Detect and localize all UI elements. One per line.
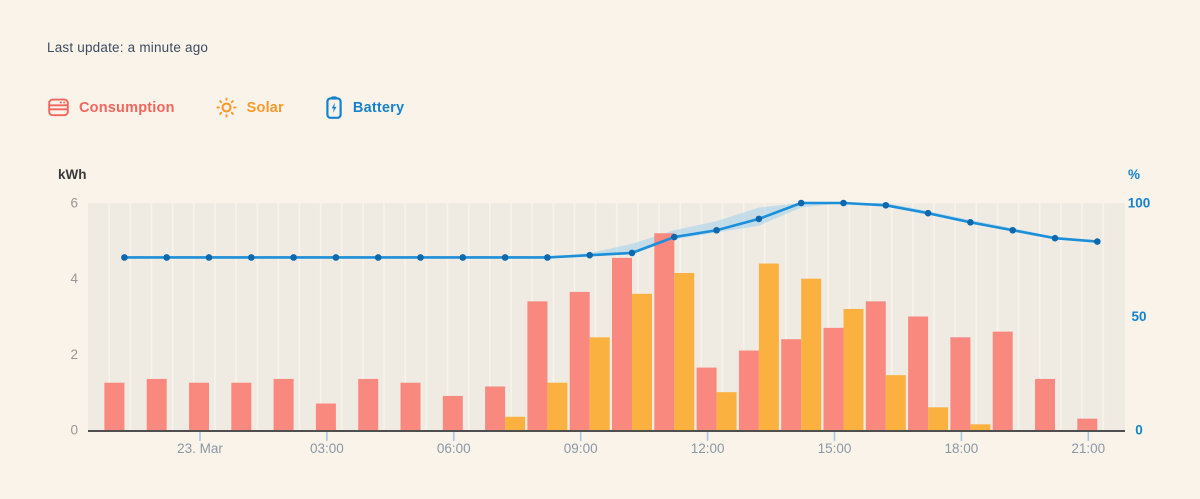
consumption-bar[interactable] [1077, 418, 1098, 430]
consumption-bar[interactable] [104, 382, 125, 430]
consumption-bar[interactable] [358, 378, 379, 430]
right-axis-unit: % [1128, 167, 1140, 182]
battery-point[interactable] [671, 233, 678, 241]
consumption-bar[interactable] [865, 301, 886, 430]
battery-point[interactable] [374, 254, 382, 261]
legend-item-consumption[interactable]: Consumption [47, 96, 175, 119]
consumption-bar[interactable] [654, 233, 675, 430]
consumption-bar[interactable] [696, 367, 717, 430]
solar-bar[interactable] [674, 272, 695, 430]
battery-point[interactable] [248, 254, 255, 261]
consumption-bar[interactable] [1035, 378, 1055, 430]
consumption-bar[interactable] [738, 350, 759, 430]
x-tick-label: 09:00 [564, 441, 598, 456]
left-axis-tick-label: 0 [70, 423, 78, 438]
legend-label-solar: Solar [246, 99, 284, 116]
solar-bar[interactable] [505, 416, 526, 430]
consumption-bar[interactable] [315, 403, 336, 430]
x-tick-label: 18:00 [945, 441, 979, 456]
battery-point[interactable] [840, 199, 847, 207]
x-tick-label: 03:00 [310, 441, 344, 456]
right-axis-tick-label: 0 [1135, 423, 1143, 438]
legend-label-consumption: Consumption [79, 99, 175, 116]
solar-bar[interactable] [801, 278, 822, 430]
consumption-bar[interactable] [485, 386, 506, 430]
consumption-bar[interactable] [908, 316, 929, 431]
consumption-bar[interactable] [273, 378, 294, 430]
consumption-bar[interactable] [569, 291, 590, 430]
battery-point[interactable] [290, 254, 297, 261]
battery-point[interactable] [924, 209, 932, 217]
battery-point[interactable] [205, 254, 213, 261]
legend-item-solar[interactable]: Solar [215, 96, 284, 119]
x-tick-label: 15:00 [818, 441, 852, 456]
right-axis-tick-label: 50 [1131, 309, 1146, 324]
battery-point[interactable] [713, 226, 720, 234]
left-axis-tick-label: 6 [70, 196, 78, 211]
battery-point[interactable] [501, 254, 509, 261]
consumption-bar[interactable] [400, 382, 421, 430]
x-tick-label: 23. Mar [177, 441, 223, 456]
solar-bar[interactable] [632, 293, 652, 430]
consumption-bar[interactable] [781, 339, 802, 430]
x-tick-label: 06:00 [437, 441, 471, 456]
consumption-meter-icon [48, 98, 69, 117]
consumption-bar[interactable] [823, 327, 844, 430]
solar-bar[interactable] [758, 263, 779, 430]
left-axis-tick-label: 4 [70, 271, 78, 286]
consumption-bar[interactable] [442, 395, 463, 430]
battery-point[interactable] [586, 251, 593, 259]
battery-point[interactable] [1051, 234, 1059, 242]
solar-bar[interactable] [547, 382, 568, 430]
solar-bar[interactable] [885, 375, 906, 430]
consumption-bar[interactable] [992, 331, 1013, 430]
battery-point[interactable] [417, 254, 424, 261]
battery-point[interactable] [332, 254, 340, 261]
consumption-bar[interactable] [231, 382, 252, 430]
battery-point[interactable] [967, 218, 974, 226]
x-tick-label: 12:00 [691, 441, 725, 456]
battery-point[interactable] [459, 254, 467, 261]
battery-line[interactable] [123, 201, 1099, 259]
battery-point[interactable] [797, 199, 805, 207]
solar-bar[interactable] [970, 424, 991, 430]
battery-point[interactable] [121, 254, 128, 261]
right-axis-tick-label: 100 [1128, 196, 1151, 211]
x-tick-label: 21:00 [1071, 441, 1105, 456]
consumption-bar[interactable] [189, 382, 209, 430]
consumption-bar[interactable] [950, 337, 971, 430]
battery-point[interactable] [882, 201, 890, 209]
chart-legend: Consumption Solar Battery [47, 95, 404, 120]
battery-point[interactable] [628, 249, 636, 257]
consumption-bar[interactable] [612, 257, 632, 430]
solar-bar[interactable] [716, 392, 737, 430]
battery-icon [326, 96, 342, 119]
left-axis-tick-label: 2 [70, 347, 78, 362]
legend-label-battery: Battery [352, 99, 405, 116]
battery-point[interactable] [544, 254, 551, 261]
consumption-bar[interactable] [527, 301, 548, 430]
battery-point[interactable] [1009, 226, 1016, 234]
solar-bar[interactable] [843, 308, 864, 430]
left-axis-unit: kWh [58, 167, 87, 182]
battery-point[interactable] [755, 215, 763, 223]
consumption-bar[interactable] [146, 378, 167, 430]
battery-point[interactable] [163, 254, 170, 261]
battery-point[interactable] [1094, 238, 1101, 245]
solar-bar[interactable] [589, 337, 610, 430]
last-update-text: Last update: a minute ago [47, 40, 209, 55]
solar-bar[interactable] [928, 407, 949, 430]
legend-item-battery[interactable]: Battery [324, 95, 404, 120]
sun-icon [216, 97, 237, 118]
